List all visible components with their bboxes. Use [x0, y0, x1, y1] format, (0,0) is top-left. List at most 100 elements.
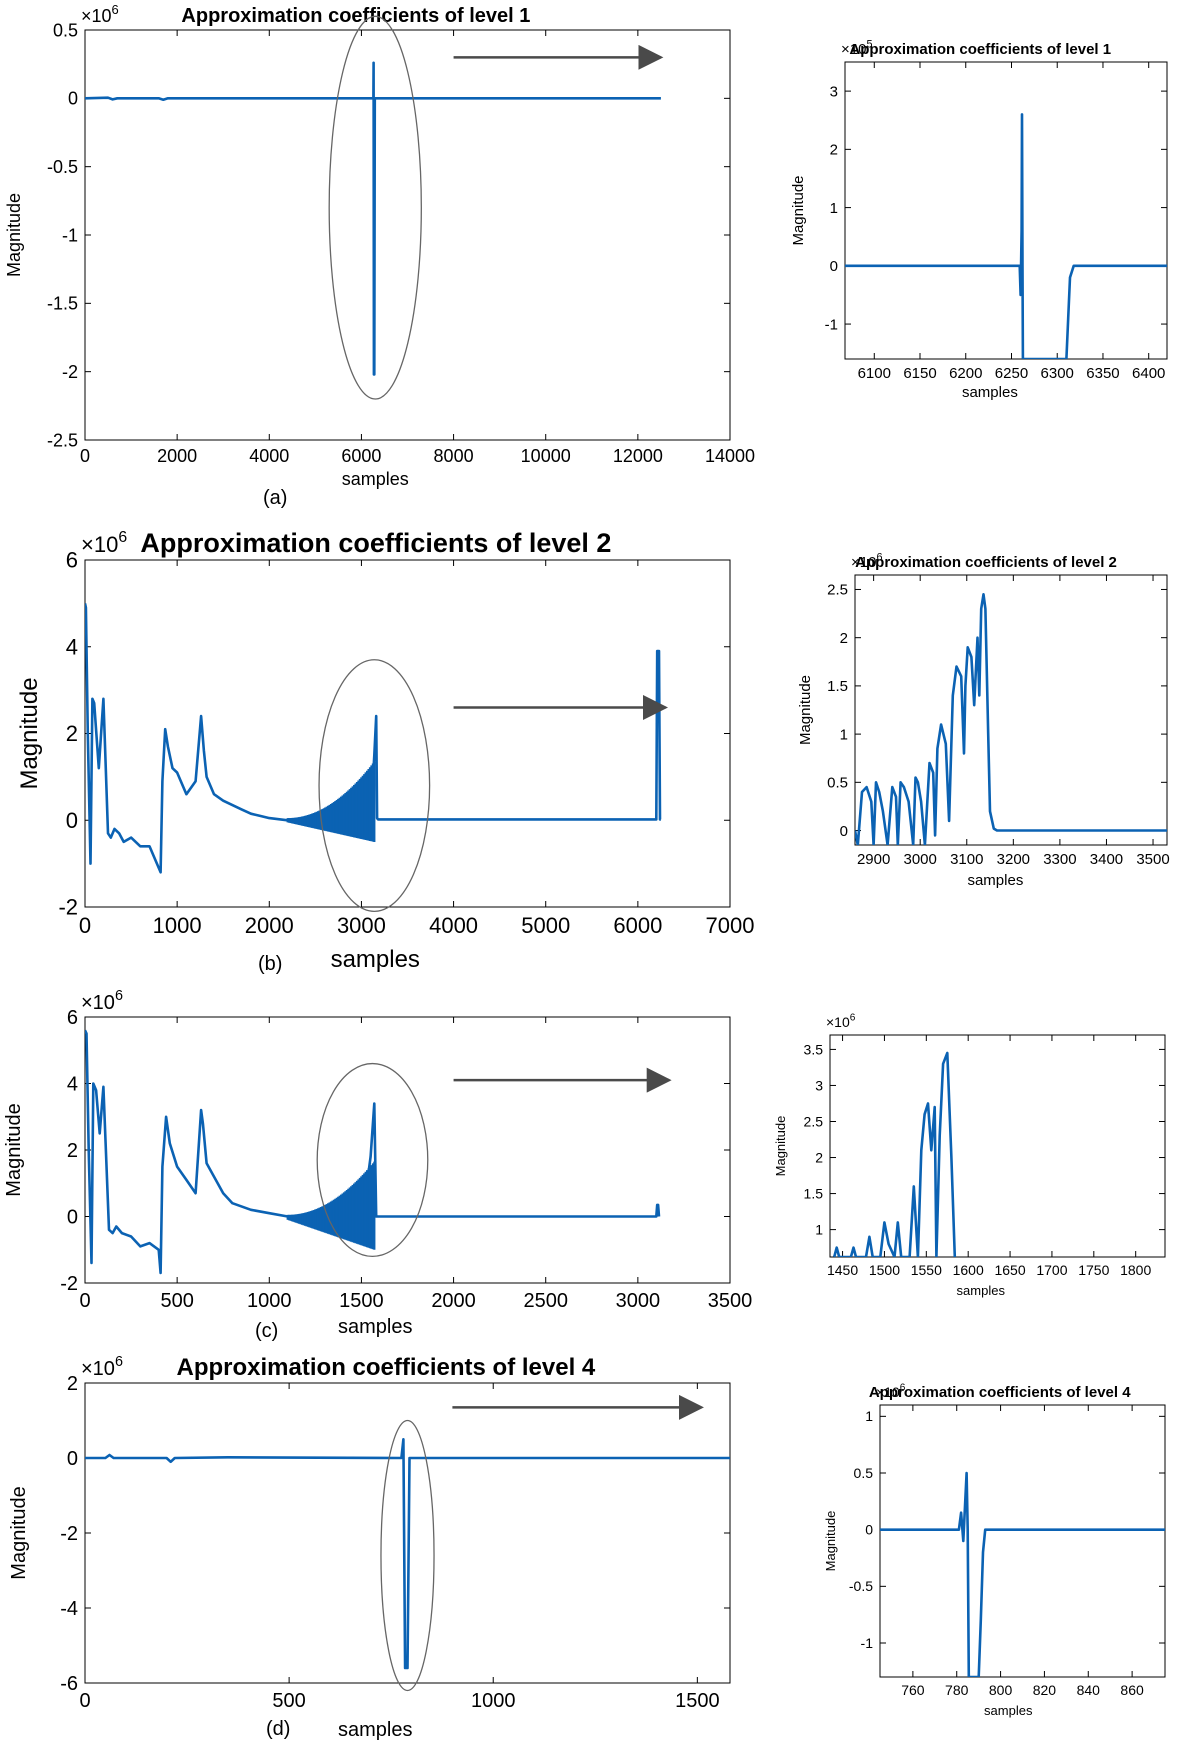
x-tick-label: 1450	[827, 1262, 858, 1278]
x-tick-label: 1000	[153, 913, 202, 938]
y-tick-label: -1	[62, 225, 78, 245]
x-tick-label: 3000	[616, 1290, 661, 1312]
x-tick-label: 840	[1077, 1682, 1101, 1698]
x-axis-label: samples	[338, 1316, 412, 1338]
x-tick-label: 5000	[521, 913, 570, 938]
x-tick-label: 500	[272, 1690, 305, 1712]
y-tick-label: 2	[66, 721, 78, 746]
y-tick-label: 2.5	[827, 582, 848, 599]
x-tick-label: 0	[80, 446, 90, 466]
x-tick-label: 0	[79, 1290, 90, 1312]
x-tick-label: 4000	[429, 913, 478, 938]
x-axis-label: samples	[957, 1283, 1006, 1298]
y-tick-label: -2	[58, 895, 78, 920]
panel-label-b: (b)	[258, 953, 283, 975]
y-tick-label: 2	[67, 1140, 78, 1162]
y-tick-label: -0.5	[849, 1578, 873, 1594]
y-tick-label: 6	[66, 548, 78, 573]
x-axis-label: samples	[338, 1719, 412, 1741]
x-tick-label: 0	[79, 913, 91, 938]
y-tick-label: 0	[840, 823, 848, 840]
y-tick-label: -1	[825, 316, 838, 333]
x-tick-label: 1500	[339, 1290, 384, 1312]
y-tick-label: 0	[66, 808, 78, 833]
axis-exponent: ×106	[876, 1383, 906, 1400]
highlight-ellipse	[328, 15, 422, 400]
y-tick-label: 1.5	[827, 678, 848, 695]
series-line	[85, 61, 661, 376]
x-tick-label: 1750	[1078, 1262, 1109, 1278]
y-tick-label: -2	[60, 1523, 78, 1545]
x-axis-label: samples	[342, 469, 409, 489]
y-axis-label: Magnitude	[3, 1103, 25, 1196]
axis-exponent: ×105	[841, 38, 872, 58]
x-tick-label: 1800	[1120, 1262, 1151, 1278]
x-tick-label: 8000	[434, 446, 474, 466]
x-tick-label: 3400	[1090, 851, 1123, 868]
x-tick-label: 6200	[949, 365, 982, 382]
x-tick-label: 1500	[675, 1690, 720, 1712]
y-tick-label: 1	[840, 726, 848, 743]
x-tick-label: 6000	[613, 913, 662, 938]
x-tick-label: 6400	[1132, 365, 1165, 382]
axis-exponent: ×106	[851, 551, 882, 571]
chart-d-main: 0 500 1000 1500 2 0 -2 -4 -6 ×106 Approximation co…	[8, 1354, 731, 1741]
y-axis-label: Magnitude	[797, 675, 814, 745]
chart-a-main: 0 2000 4000 6000 8000 10000 12000 14000 0.5 0 -0.5…	[4, 2, 755, 489]
series-line	[855, 592, 1167, 845]
x-tick-label: 3300	[1043, 851, 1076, 868]
y-tick-label: 2	[830, 142, 838, 159]
axis-exponent: ×106	[81, 529, 127, 557]
x-tick-label: 2000	[245, 913, 294, 938]
plot-frame	[84, 1016, 731, 1284]
series-line	[85, 1029, 661, 1275]
highlight-ellipse	[380, 1419, 435, 1692]
y-tick-label: 4	[67, 1074, 78, 1096]
chart-c-zoom: 1450 1500 1550 1600 1650 1700 1750 1800 3.5 3 2.5 2…	[773, 1013, 1166, 1298]
series-line	[845, 113, 1167, 359]
plot-frame	[854, 574, 1168, 846]
chart-title: Approximation coefficients of level 2	[855, 554, 1117, 571]
panel-label-a: (a)	[263, 487, 288, 509]
plot-frame	[84, 559, 731, 908]
x-tick-label: 500	[160, 1290, 193, 1312]
y-axis-label: Magnitude	[4, 193, 24, 277]
x-tick-label: 1000	[471, 1690, 516, 1712]
y-tick-label: 3	[830, 83, 838, 100]
y-tick-label: -6	[60, 1673, 78, 1695]
y-tick-label: -1.5	[47, 294, 78, 314]
x-tick-label: 1650	[994, 1262, 1025, 1278]
series-line	[880, 1471, 1165, 1677]
plot-frame	[879, 1404, 1166, 1678]
oscillation-band	[286, 1161, 376, 1250]
chart-title: Approximation coefficients of level 1	[181, 5, 530, 27]
x-tick-label: 1500	[869, 1262, 900, 1278]
axis-exponent: ×106	[81, 1354, 123, 1380]
y-tick-label: -2	[62, 362, 78, 382]
x-tick-label: 10000	[521, 446, 571, 466]
axis-exponent: ×106	[81, 988, 123, 1014]
y-tick-label: 2	[815, 1149, 823, 1165]
y-tick-label: 0.5	[827, 775, 848, 792]
y-tick-label: 1	[815, 1222, 823, 1238]
y-tick-label: -1	[861, 1635, 874, 1651]
y-tick-label: 1.5	[804, 1185, 824, 1201]
highlight-ellipse	[318, 659, 431, 912]
chart-title: Approximation coefficients of level 2	[140, 528, 611, 558]
y-tick-label: -2.5	[47, 430, 78, 450]
y-tick-label: 0	[67, 1207, 78, 1229]
y-tick-label: 2	[67, 1373, 78, 1395]
x-tick-label: 6100	[858, 365, 891, 382]
panel-label-c: (c)	[255, 1320, 279, 1342]
plot-frame	[84, 29, 731, 441]
x-tick-label: 6300	[1041, 365, 1074, 382]
x-tick-label: 1000	[247, 1290, 292, 1312]
x-tick-label: 1700	[1036, 1262, 1067, 1278]
y-axis-label: Magnitude	[773, 1116, 788, 1177]
chart-a-zoom: 6100 6150 6200 6250 6300 6350 6400 3 2 1 0 -1 ×105Ap…	[790, 38, 1168, 401]
plot-frame	[829, 1034, 1166, 1258]
x-tick-label: 3500	[1136, 851, 1169, 868]
chart-title: Approximation coefficients of level 1	[849, 41, 1111, 58]
